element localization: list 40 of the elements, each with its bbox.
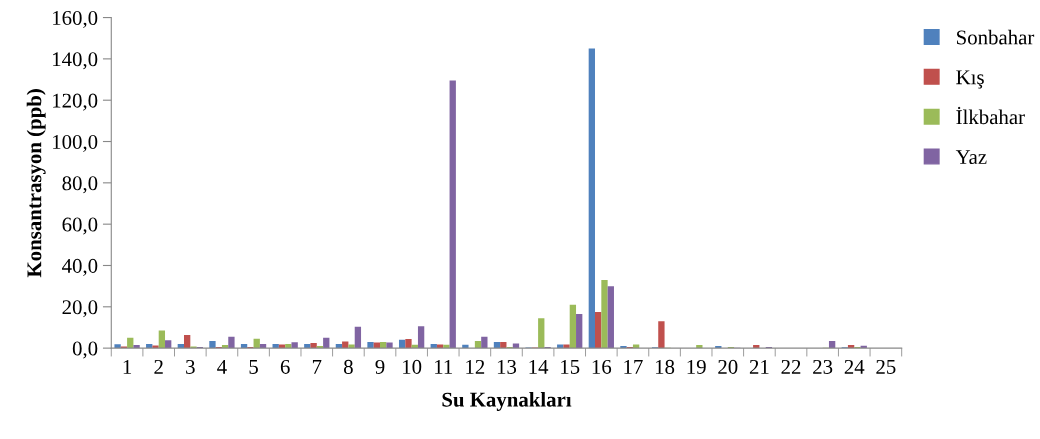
x-tick-label: 6 bbox=[280, 359, 290, 374]
x-tick-label: 21 bbox=[749, 359, 769, 374]
x-axis-title: Su Kaynakları bbox=[442, 392, 572, 411]
x-tick-label: 17 bbox=[624, 359, 643, 374]
y-tick-label: 80,0 bbox=[62, 176, 98, 194]
y-tick-label: 20,0 bbox=[62, 300, 98, 318]
x-tick-label: 3 bbox=[186, 359, 195, 374]
legend-label: İlkbahar bbox=[956, 106, 1025, 125]
y-axis-title: Konsantrasyon (ppb) bbox=[26, 89, 46, 278]
y-tick-label: 140,0 bbox=[53, 52, 98, 70]
x-tick-label: 4 bbox=[217, 359, 227, 374]
x-tick-label: 11 bbox=[435, 359, 453, 374]
x-tick-label: 14 bbox=[529, 359, 549, 374]
legend-label: Yaz bbox=[955, 150, 987, 165]
y-tick-label: 40,0 bbox=[62, 258, 98, 276]
x-tick-label: 16 bbox=[592, 359, 612, 374]
x-tick-label: 12 bbox=[466, 359, 485, 374]
x-tick-label: 8 bbox=[343, 359, 353, 374]
x-tick-label: 9 bbox=[375, 359, 385, 374]
x-tick-label: 7 bbox=[312, 360, 322, 374]
y-tick-label: 160,0 bbox=[53, 10, 98, 28]
x-tick-label: 23 bbox=[813, 359, 833, 374]
x-tick-label: 1 bbox=[123, 359, 132, 374]
y-tick-label: 0,0 bbox=[72, 341, 98, 359]
x-tick-label: 13 bbox=[497, 359, 517, 374]
x-tick-label: 2 bbox=[154, 359, 163, 374]
y-tick-label: 60,0 bbox=[62, 217, 98, 235]
x-tick-label: 20 bbox=[718, 359, 738, 374]
x-tick-label: 22 bbox=[781, 359, 801, 374]
x-tick-label: 15 bbox=[561, 359, 580, 374]
x-tick-label: 24 bbox=[844, 359, 865, 374]
legend-label: Kış bbox=[956, 70, 984, 89]
x-tick-label: 25 bbox=[876, 359, 896, 374]
x-tick-label: 10 bbox=[403, 359, 422, 374]
y-tick-label: 120,0 bbox=[53, 93, 98, 111]
x-tick-label: 18 bbox=[655, 359, 675, 374]
x-tick-label: 5 bbox=[249, 360, 258, 374]
y-tick-label: 100,0 bbox=[53, 134, 98, 152]
legend-label: Sonbahar bbox=[957, 29, 1035, 45]
x-tick-label: 19 bbox=[687, 359, 706, 374]
